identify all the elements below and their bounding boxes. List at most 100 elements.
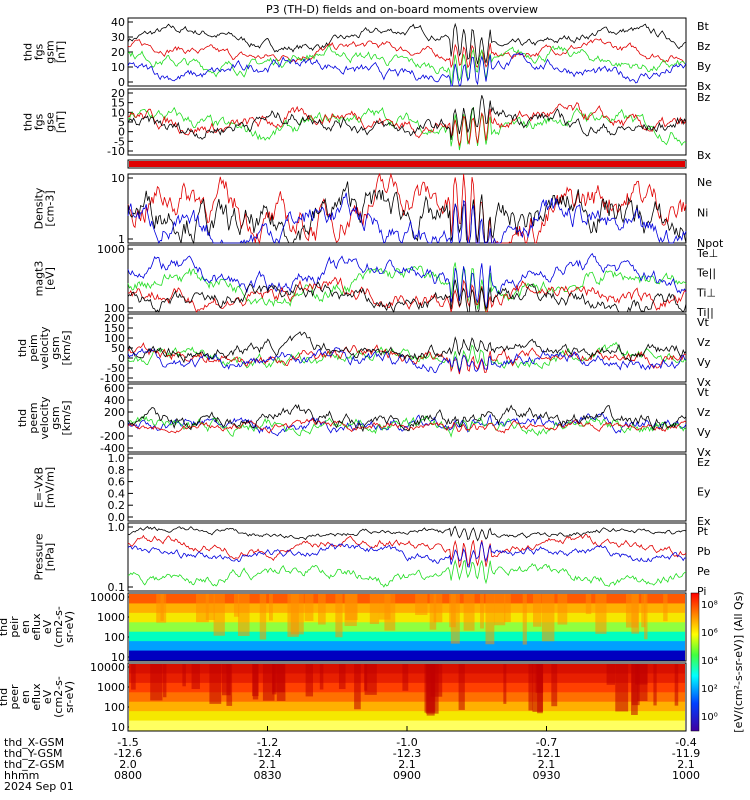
series-Bt: [127, 22, 686, 65]
y-axis-label: gsm: [44, 40, 57, 63]
y-axis-label: velocity: [38, 396, 51, 439]
y-axis-label: velocity: [38, 326, 51, 369]
y-tick-label: 200: [104, 406, 125, 419]
y-tick-label: 100: [104, 701, 125, 714]
x-tick-label: 2.1: [677, 758, 695, 771]
y-axis-label: [nPa]: [44, 543, 57, 571]
y-tick-label: 600: [104, 382, 125, 395]
colorbar-tick: 10²: [701, 684, 718, 695]
y-axis-label: thd: [22, 113, 35, 131]
spectrogram-feature: [653, 664, 657, 706]
series-Ne: [127, 172, 687, 245]
series-Bz: [127, 38, 687, 69]
y-tick-label: 1: [118, 233, 125, 246]
series-By: [127, 106, 687, 151]
spectrogram-band: [129, 701, 685, 712]
spectrogram-feature: [402, 664, 409, 691]
series-By: [127, 44, 687, 85]
spectrogram-feature: [644, 594, 648, 640]
y-tick-label: 200: [104, 312, 125, 325]
spectrogram-feature: [503, 664, 507, 704]
colorbar-scale: [690, 592, 700, 732]
y-axis-label: thd: [0, 688, 10, 706]
y-tick-label: 0.1: [108, 581, 126, 594]
y-axis-label: thd: [16, 339, 29, 357]
spectrogram-feature: [131, 664, 136, 690]
panel-frame: [127, 522, 687, 592]
series-Pb: [127, 534, 687, 568]
y-tick-label: -200: [100, 430, 125, 443]
y-axis-label: eflux: [30, 683, 43, 711]
x-tick-label: -12.6: [114, 747, 142, 760]
y-axis-label: peim: [27, 334, 40, 362]
y-tick-label: 1.0: [108, 521, 126, 534]
y-axis-label: fgs: [33, 113, 46, 130]
spectrogram-feature: [485, 594, 495, 645]
y-axis-label: peem: [27, 402, 40, 433]
spectrogram-feature: [631, 594, 640, 634]
series-Vz: [127, 418, 687, 434]
series-Pt: [127, 525, 687, 542]
spectrogram-feature: [221, 664, 231, 696]
legend-entry: Vx: [697, 376, 712, 389]
spectrogram-feature: [606, 664, 616, 685]
panel-frame: [127, 383, 687, 453]
y-axis-label: (cm2-s-: [52, 606, 65, 648]
spectrogram-feature: [480, 594, 484, 629]
spectrogram-feature: [541, 594, 555, 642]
y-tick-label: -50: [107, 362, 125, 375]
y-tick-label: 400: [104, 394, 125, 407]
spectrogram-feature: [213, 594, 225, 636]
legend-entry: Te||: [696, 267, 716, 280]
flag-bar: [129, 161, 685, 167]
spectrogram-feature: [641, 594, 646, 628]
y-tick-label: 0: [118, 418, 125, 431]
y-axis-label: [km/s]: [60, 330, 73, 365]
legend-entry: Vz: [697, 336, 711, 349]
x-tick-label: -12.1: [532, 747, 560, 760]
y-tick-label: 100: [104, 332, 125, 345]
legend-entry: Te⊥: [696, 247, 718, 260]
y-tick-label: 0: [118, 352, 125, 365]
legend-entry: Bt: [697, 20, 710, 33]
y-axis-label: thd: [0, 618, 10, 636]
colorbar-tick: 10⁸: [701, 600, 718, 611]
panel-frame: [127, 592, 687, 662]
spectrogram-feature: [196, 594, 209, 623]
panel-3: Density[cm-3] 10 1 Ne Ni Npot: [33, 172, 724, 250]
axis-row-label: thd_X-GSM: [4, 736, 64, 749]
spectrogram-feature: [433, 594, 443, 623]
spectrogram-feature: [449, 594, 456, 628]
spectrogram-feature: [635, 664, 648, 685]
x-tick-label: 0830: [254, 769, 282, 782]
spectrogram-feature: [335, 594, 343, 638]
x-tick-label: 2.1: [398, 758, 416, 771]
spectrogram-feature: [338, 664, 346, 690]
series-Ni: [127, 181, 687, 245]
panel-frame: [127, 453, 687, 522]
spectrogram-feature: [595, 594, 607, 634]
legend-entry: By: [697, 60, 712, 73]
y-tick-label: 15: [111, 97, 125, 110]
spectrogram-feature: [522, 594, 527, 645]
legend-entry: Bz: [697, 40, 711, 53]
y-tick-label: 20: [111, 87, 125, 100]
x-tick-label: 0800: [114, 769, 142, 782]
spectrogram-feature: [182, 664, 186, 687]
y-tick-label: 1000: [97, 681, 125, 694]
y-axis-label: [km/s]: [60, 400, 73, 435]
spectrogram-band: [129, 692, 685, 703]
panel-frame: [127, 88, 687, 156]
axis-row-label: thd_Z-GSM: [4, 758, 64, 771]
y-axis-label: thd: [16, 409, 29, 427]
spectrogram-band: [129, 594, 685, 604]
spectrogram-band: [129, 720, 685, 731]
legend-entry: Pe: [697, 565, 710, 578]
panel-frame: [127, 159, 687, 169]
legend-entry: Vy: [697, 356, 711, 369]
spectrogram-feature: [369, 594, 380, 624]
spectrogram-feature: [557, 594, 568, 625]
y-tick-label: 1000: [97, 243, 125, 256]
